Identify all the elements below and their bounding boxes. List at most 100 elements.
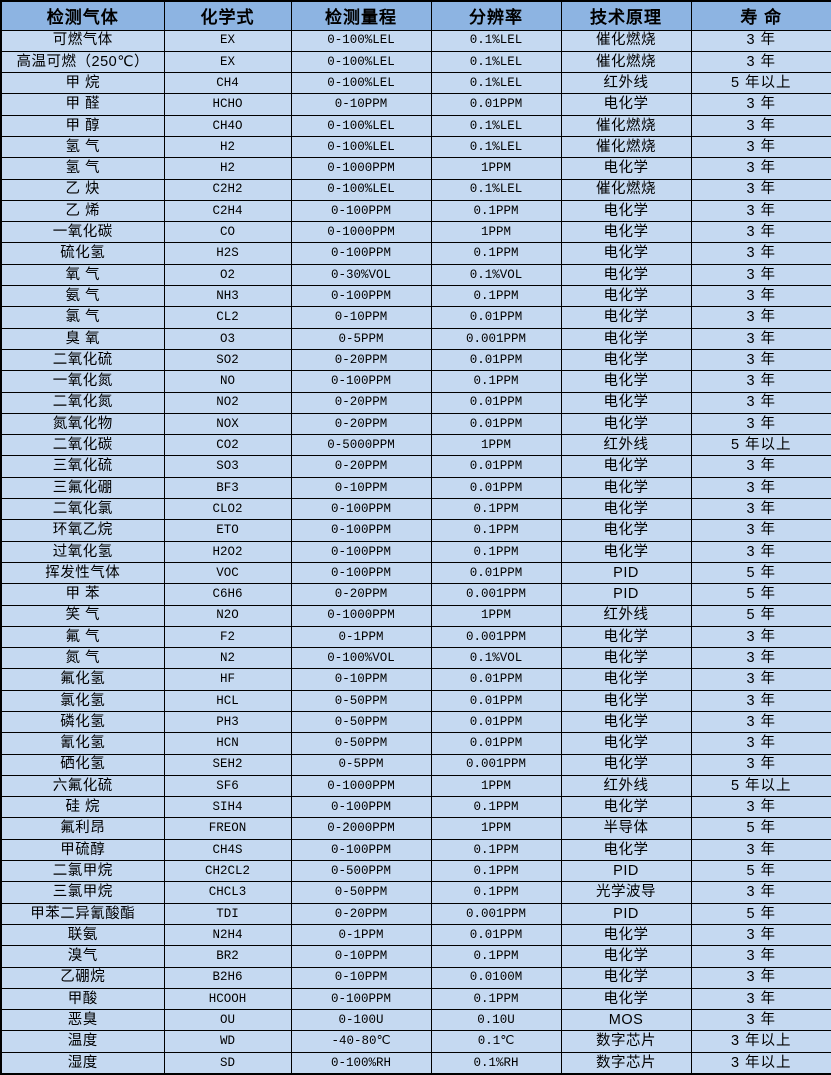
table-row: 氮 气 N2 0-100%VOL 0.1%VOL 电化学 3 年 — [0, 647, 831, 670]
cell-gas: 氧 气 — [0, 263, 165, 287]
cell-formula: CH4S — [163, 838, 292, 862]
table-row: 恶臭 OU 0-100U 0.10U MOS 3 年 — [0, 1009, 831, 1032]
table-row: 甲 醇 CH4O 0-100%LEL 0.1%LEL 催化燃烧 3 年 — [0, 114, 831, 137]
cell-formula: PH3 — [163, 710, 292, 734]
cell-gas: 恶臭 — [0, 1009, 165, 1032]
cell-resolution: 0.1PPM — [430, 945, 562, 968]
cell-formula: CO — [163, 221, 292, 244]
cell-resolution: 0.01PPM — [430, 561, 562, 585]
cell-range: 0-10PPM — [290, 306, 432, 329]
cell-formula: N2H4 — [163, 923, 292, 947]
cell-principle: 电化学 — [560, 689, 692, 713]
cell-formula: EX — [163, 50, 292, 74]
cell-formula: H2S — [163, 242, 292, 265]
cell-principle: 电化学 — [560, 306, 692, 329]
cell-life: 3 年 — [690, 838, 831, 862]
cell-resolution: 1PPM — [430, 774, 562, 798]
cell-principle: 电化学 — [560, 987, 692, 1011]
cell-resolution: 0.1PPM — [430, 199, 562, 223]
cell-gas: 氢 气 — [0, 135, 165, 159]
cell-resolution: 1PPM — [430, 434, 562, 457]
cell-range: 0-1000PPM — [290, 774, 432, 798]
cell-resolution: 0.01PPM — [430, 348, 562, 372]
cell-principle: 电化学 — [560, 796, 692, 819]
cell-gas: 六氟化硫 — [0, 774, 165, 798]
cell-resolution: 0.01PPM — [430, 668, 562, 691]
cell-range: 0-1000PPM — [290, 604, 432, 627]
cell-range: 0-50PPM — [290, 881, 432, 904]
cell-principle: 红外线 — [560, 774, 692, 798]
cell-formula: CL2 — [163, 306, 292, 329]
cell-gas: 溴气 — [0, 945, 165, 968]
cell-range: 0-100%LEL — [290, 178, 432, 201]
cell-principle: 电化学 — [560, 157, 692, 180]
cell-principle: 电化学 — [560, 476, 692, 500]
cell-range: 0-100PPM — [290, 519, 432, 542]
table-row: 六氟化硫 SF6 0-1000PPM 1PPM 红外线 5 年以上 — [0, 774, 831, 798]
cell-resolution: 0.1℃ — [430, 1030, 562, 1053]
cell-gas: 高温可燃（250℃） — [0, 50, 165, 74]
cell-life: 3 年 — [690, 881, 831, 904]
cell-life: 3 年 — [690, 498, 831, 521]
cell-formula: CHCL3 — [163, 881, 292, 904]
cell-principle: 电化学 — [560, 391, 692, 414]
cell-life: 5 年以上 — [690, 434, 831, 457]
cell-range: 0-30%VOL — [290, 263, 432, 287]
cell-resolution: 0.01PPM — [430, 412, 562, 436]
cell-principle: 电化学 — [560, 753, 692, 776]
cell-range: 0-100PPM — [290, 540, 432, 563]
table-row: 氟利昂 FREON 0-2000PPM 1PPM 半导体 5 年 — [0, 817, 831, 840]
cell-principle: 电化学 — [560, 540, 692, 563]
cell-life: 3 年 — [690, 945, 831, 968]
cell-principle: 电化学 — [560, 348, 692, 372]
cell-resolution: 0.001PPM — [430, 583, 562, 606]
cell-resolution: 0.01PPM — [430, 391, 562, 414]
cell-life: 3 年 — [690, 93, 831, 116]
cell-resolution: 0.1%LEL — [430, 135, 562, 159]
cell-life: 3 年 — [690, 519, 831, 542]
table-row: 一氧化氮 NO 0-100PPM 0.1PPM 电化学 3 年 — [0, 370, 831, 393]
table-row: 一氧化碳 CO 0-1000PPM 1PPM 电化学 3 年 — [0, 221, 831, 244]
cell-formula: H2 — [163, 157, 292, 180]
cell-principle: PID — [560, 902, 692, 925]
cell-life: 3 年以上 — [690, 1051, 831, 1075]
cell-range: 0-50PPM — [290, 689, 432, 713]
table-row: 二氧化氯 CLO2 0-100PPM 0.1PPM 电化学 3 年 — [0, 498, 831, 521]
cell-formula: HCN — [163, 732, 292, 755]
cell-range: 0-5PPM — [290, 327, 432, 350]
cell-gas: 甲 醛 — [0, 93, 165, 116]
cell-life: 3 年 — [690, 540, 831, 563]
cell-formula: HCHO — [163, 93, 292, 116]
cell-range: 0-100%LEL — [290, 29, 432, 52]
cell-principle: 电化学 — [560, 732, 692, 755]
cell-principle: MOS — [560, 1009, 692, 1032]
table-row: 氮氧化物 NOX 0-20PPM 0.01PPM 电化学 3 年 — [0, 412, 831, 436]
cell-formula: CH2CL2 — [163, 860, 292, 883]
cell-gas: 氯化氢 — [0, 689, 165, 713]
cell-range: 0-100%LEL — [290, 50, 432, 74]
table-row: 可燃气体 EX 0-100%LEL 0.1%LEL 催化燃烧 3 年 — [0, 29, 831, 52]
cell-principle: 数字芯片 — [560, 1051, 692, 1075]
cell-life: 5 年 — [690, 817, 831, 840]
table-row: 溴气 BR2 0-10PPM 0.1PPM 电化学 3 年 — [0, 945, 831, 968]
cell-life: 3 年 — [690, 1009, 831, 1032]
cell-range: 0-100PPM — [290, 561, 432, 585]
cell-formula: CLO2 — [163, 498, 292, 521]
cell-formula: SEH2 — [163, 753, 292, 776]
cell-life: 3 年 — [690, 625, 831, 649]
cell-range: 0-100%LEL — [290, 72, 432, 95]
cell-formula: O3 — [163, 327, 292, 350]
cell-gas: 湿度 — [0, 1051, 165, 1075]
cell-principle: 电化学 — [560, 285, 692, 308]
cell-principle: 电化学 — [560, 945, 692, 968]
cell-resolution: 0.01PPM — [430, 306, 562, 329]
cell-principle: 电化学 — [560, 263, 692, 287]
cell-life: 3 年 — [690, 710, 831, 734]
table-row: 氯化氢 HCL 0-50PPM 0.01PPM 电化学 3 年 — [0, 689, 831, 713]
table-row: 硒化氢 SEH2 0-5PPM 0.001PPM 电化学 3 年 — [0, 753, 831, 776]
cell-formula: TDI — [163, 902, 292, 925]
table-row: 三氯甲烷 CHCL3 0-50PPM 0.1PPM 光学波导 3 年 — [0, 881, 831, 904]
cell-gas: 甲 苯 — [0, 583, 165, 606]
cell-life: 5 年 — [690, 583, 831, 606]
